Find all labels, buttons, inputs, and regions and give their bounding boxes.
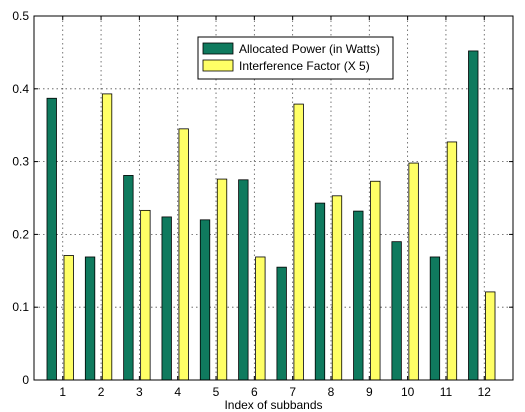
- bar-allocated-power: [123, 175, 134, 381]
- x-tick-label: 12: [478, 385, 492, 399]
- bar-interference-factor: [216, 178, 228, 381]
- y-tick-label: 0.3: [12, 155, 29, 169]
- x-tick-label: 8: [328, 385, 335, 399]
- x-axis-title: Index of subbands: [224, 398, 322, 412]
- x-tick-label: 6: [251, 385, 258, 399]
- bar-allocated-power: [238, 179, 249, 381]
- legend-swatch: [202, 42, 234, 55]
- bar-interference-factor: [255, 256, 266, 381]
- bar-allocated-power: [84, 256, 96, 381]
- x-tick-label: 2: [98, 385, 105, 399]
- x-tick-label: 1: [59, 385, 66, 399]
- bar-allocated-power: [46, 97, 57, 381]
- bar-interference-factor: [293, 103, 304, 381]
- bar-interference-factor: [331, 195, 343, 381]
- x-tick-label: 10: [401, 385, 415, 399]
- y-tick-label: 0.1: [12, 300, 29, 314]
- bar-allocated-power: [161, 216, 172, 381]
- grid-lines: [34, 16, 513, 380]
- x-tick-label: 5: [213, 385, 220, 399]
- x-tick-label: 7: [289, 385, 296, 399]
- x-tick-label: 9: [366, 385, 373, 399]
- bar-interference-factor: [63, 255, 74, 381]
- y-tick-label: 0.4: [12, 82, 29, 96]
- axis-ticks: 00.10.20.30.40.51 2 3 4 5 6 7 8 9 10 11 12: [12, 9, 513, 399]
- bar-allocated-power: [468, 50, 479, 381]
- y-tick-label: 0: [22, 373, 29, 387]
- bar-allocated-power: [314, 202, 326, 381]
- legend-label: Allocated Power (in Watts): [239, 42, 380, 56]
- x-tick-label: 11: [440, 385, 453, 399]
- bar-interference-factor: [446, 141, 458, 381]
- y-tick-label: 0.5: [12, 9, 29, 23]
- bar-interference-factor: [140, 209, 151, 381]
- bar-interference-factor: [408, 162, 419, 381]
- legend-swatch: [202, 59, 234, 72]
- x-tick-label: 4: [174, 385, 181, 399]
- bar-interference-factor: [178, 128, 189, 381]
- bar-interference-factor: [101, 93, 113, 381]
- bar-interference-factor: [485, 291, 496, 381]
- legend: Allocated Power (in Watts) Interference F…: [197, 36, 394, 80]
- bar-allocated-power: [429, 256, 441, 381]
- y-tick-label: 0.2: [12, 227, 29, 241]
- bar-allocated-power: [391, 241, 402, 381]
- x-tick-label: 3: [136, 385, 143, 399]
- bar-allocated-power: [199, 219, 211, 381]
- legend-label: Interference Factor (X 5): [239, 59, 370, 73]
- bar-interference-factor: [370, 180, 381, 381]
- bar-allocated-power: [276, 266, 287, 381]
- plot-frame: [33, 15, 514, 381]
- bar-allocated-power: [353, 210, 364, 381]
